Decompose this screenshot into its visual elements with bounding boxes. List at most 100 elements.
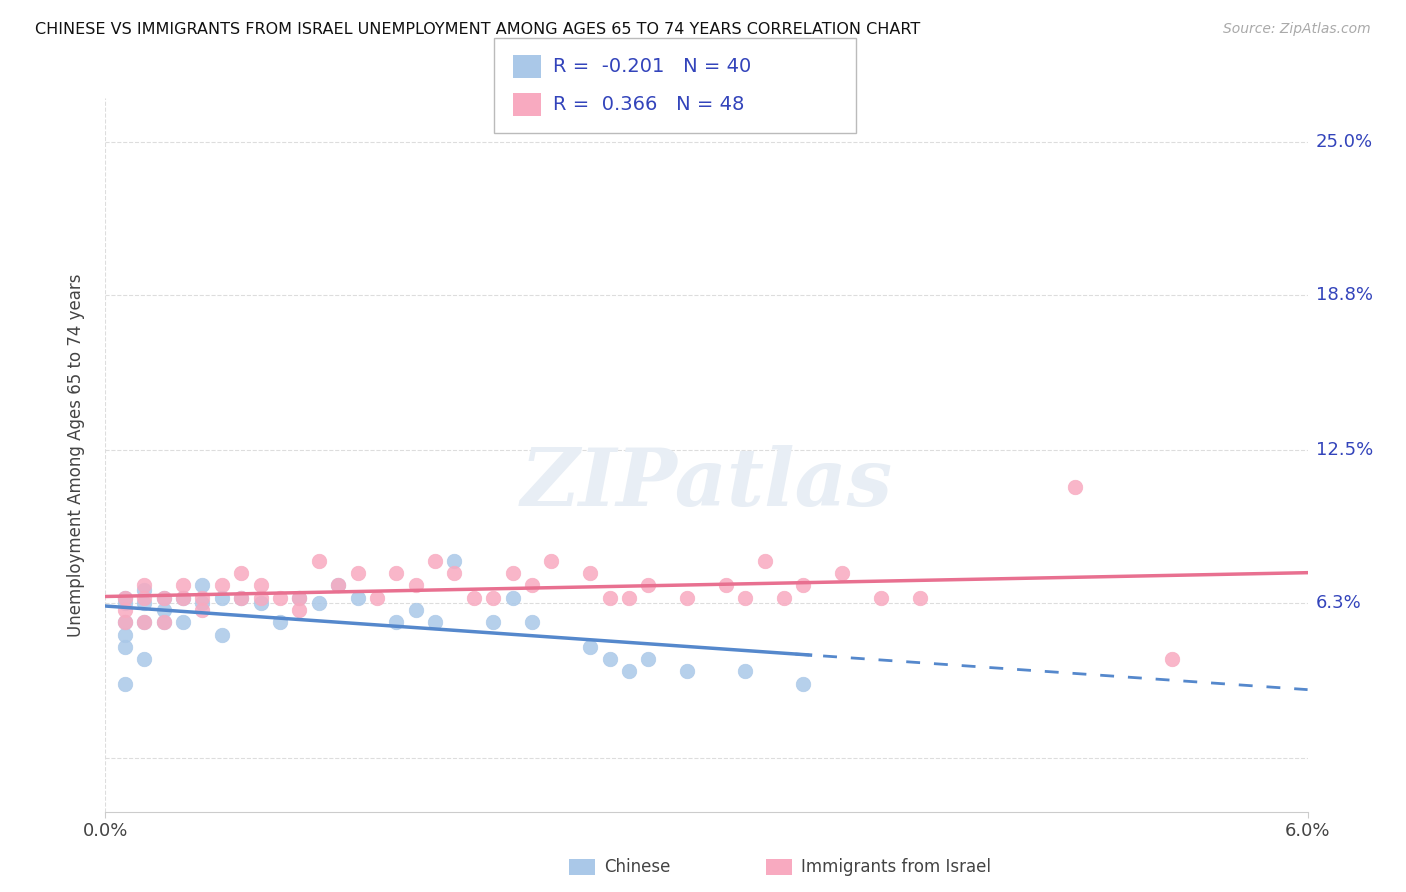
- Point: [754, 554, 776, 568]
- Point: [114, 677, 136, 691]
- Point: [134, 615, 156, 630]
- Point: [134, 596, 156, 610]
- Point: [540, 554, 562, 568]
- Point: [288, 603, 311, 617]
- Text: R =  0.366   N = 48: R = 0.366 N = 48: [553, 95, 744, 114]
- Point: [152, 591, 174, 605]
- Point: [249, 596, 271, 610]
- Point: [346, 566, 368, 580]
- Point: [288, 591, 311, 605]
- Point: [326, 578, 349, 592]
- Point: [520, 615, 543, 630]
- Point: [908, 591, 931, 605]
- Point: [482, 615, 505, 630]
- Point: [714, 578, 737, 592]
- Point: [114, 591, 136, 605]
- Point: [191, 591, 214, 605]
- Point: [152, 591, 174, 605]
- Point: [482, 591, 505, 605]
- Point: [1160, 652, 1182, 666]
- Point: [579, 566, 602, 580]
- Point: [172, 615, 194, 630]
- Point: [326, 578, 349, 592]
- Point: [599, 591, 621, 605]
- Text: 6.3%: 6.3%: [1316, 593, 1362, 612]
- Point: [114, 615, 136, 630]
- Text: R =  -0.201   N = 40: R = -0.201 N = 40: [553, 57, 751, 76]
- Point: [231, 591, 253, 605]
- Point: [308, 596, 330, 610]
- Point: [114, 596, 136, 610]
- Point: [579, 640, 602, 654]
- Text: Immigrants from Israel: Immigrants from Israel: [801, 858, 991, 876]
- Point: [152, 615, 174, 630]
- Point: [308, 554, 330, 568]
- Point: [385, 566, 408, 580]
- Point: [405, 578, 427, 592]
- Point: [191, 603, 214, 617]
- Point: [734, 665, 756, 679]
- Point: [502, 566, 524, 580]
- Point: [269, 615, 291, 630]
- Y-axis label: Unemployment Among Ages 65 to 74 years: Unemployment Among Ages 65 to 74 years: [66, 273, 84, 637]
- Point: [172, 591, 194, 605]
- Point: [249, 578, 271, 592]
- Text: 18.8%: 18.8%: [1316, 286, 1374, 304]
- Point: [134, 591, 156, 605]
- Point: [346, 591, 368, 605]
- Point: [792, 677, 814, 691]
- Point: [831, 566, 853, 580]
- Point: [734, 591, 756, 605]
- Point: [211, 578, 233, 592]
- Point: [114, 627, 136, 641]
- Point: [288, 591, 311, 605]
- Point: [423, 554, 446, 568]
- Point: [134, 615, 156, 630]
- Point: [114, 591, 136, 605]
- Point: [792, 578, 814, 592]
- Point: [637, 652, 659, 666]
- Point: [134, 578, 156, 592]
- Point: [423, 615, 446, 630]
- Text: 12.5%: 12.5%: [1316, 441, 1374, 459]
- Point: [191, 578, 214, 592]
- Point: [773, 591, 796, 605]
- Point: [172, 591, 194, 605]
- Point: [366, 591, 388, 605]
- Point: [1064, 480, 1087, 494]
- Point: [520, 578, 543, 592]
- Point: [172, 578, 194, 592]
- Point: [385, 615, 408, 630]
- Point: [191, 596, 214, 610]
- Point: [114, 615, 136, 630]
- Text: Chinese: Chinese: [605, 858, 671, 876]
- Point: [152, 615, 174, 630]
- Text: Source: ZipAtlas.com: Source: ZipAtlas.com: [1223, 22, 1371, 37]
- Point: [637, 578, 659, 592]
- Point: [443, 566, 465, 580]
- Text: 25.0%: 25.0%: [1316, 134, 1374, 152]
- Point: [249, 591, 271, 605]
- Point: [676, 591, 699, 605]
- Point: [617, 665, 640, 679]
- Point: [269, 591, 291, 605]
- Point: [405, 603, 427, 617]
- Text: ZIPatlas: ZIPatlas: [520, 445, 893, 522]
- Point: [870, 591, 893, 605]
- Point: [114, 640, 136, 654]
- Point: [443, 554, 465, 568]
- Point: [152, 603, 174, 617]
- Point: [502, 591, 524, 605]
- Point: [134, 652, 156, 666]
- Point: [134, 583, 156, 598]
- Text: CHINESE VS IMMIGRANTS FROM ISRAEL UNEMPLOYMENT AMONG AGES 65 TO 74 YEARS CORRELA: CHINESE VS IMMIGRANTS FROM ISRAEL UNEMPL…: [35, 22, 921, 37]
- Point: [463, 591, 485, 605]
- Point: [231, 566, 253, 580]
- Point: [231, 591, 253, 605]
- Point: [211, 591, 233, 605]
- Point: [211, 627, 233, 641]
- Point: [114, 603, 136, 617]
- Point: [617, 591, 640, 605]
- Point: [599, 652, 621, 666]
- Point: [676, 665, 699, 679]
